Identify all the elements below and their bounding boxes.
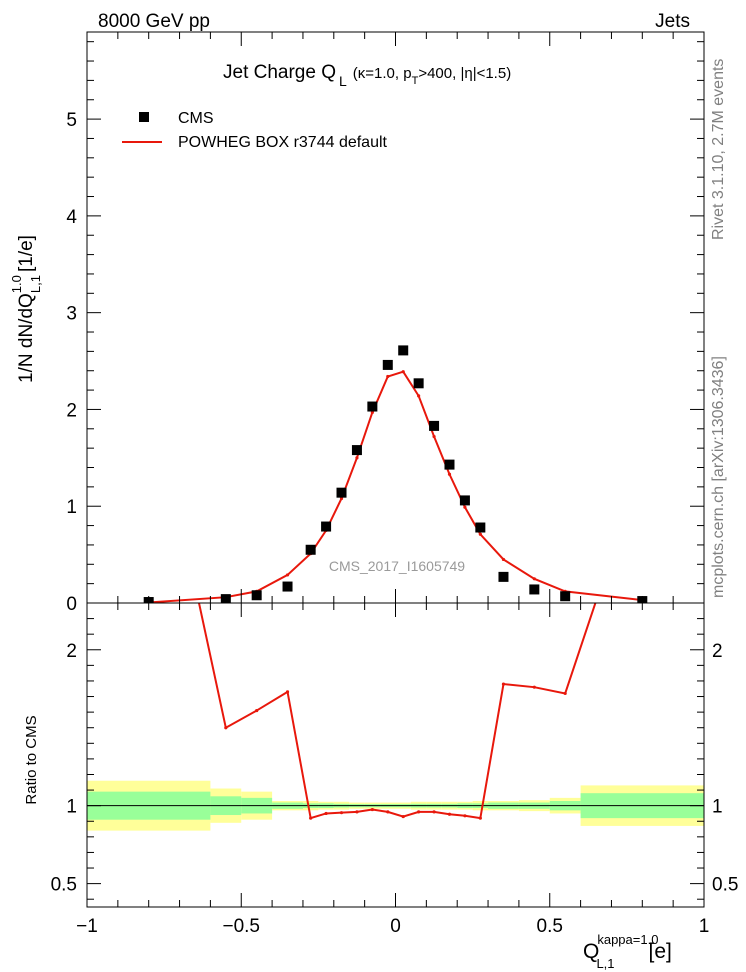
powheg-point-17 <box>532 577 536 581</box>
legend: CMS POWHEG BOX r3744 default <box>122 110 388 151</box>
ratio-point-17 <box>532 685 536 689</box>
ratio-point-5 <box>324 811 328 816</box>
main-ytick-label-2: 2 <box>66 400 77 421</box>
ratio-point-10 <box>401 814 405 819</box>
powheg-point-11 <box>417 394 421 398</box>
xtick-label-3: 0.5 <box>537 916 563 937</box>
cms-point-2 <box>251 590 262 601</box>
ratio-point-19 <box>641 461 644 464</box>
cms-point-13 <box>444 459 455 470</box>
ratio-point-3 <box>285 690 290 694</box>
powheg-point-3 <box>285 573 290 577</box>
rivet-version-label: Rivet 3.1.10, 2.7M events <box>710 59 727 240</box>
cms-point-12 <box>429 420 440 431</box>
category-label: Jets <box>655 11 690 32</box>
powheg-point-6 <box>339 496 344 501</box>
cms-point-3 <box>282 581 293 592</box>
ratio-point-12 <box>432 810 436 814</box>
ratio-ytick-label-right-2: 2 <box>712 641 723 662</box>
cms-point-18 <box>560 591 571 602</box>
cms-point-11 <box>413 378 424 389</box>
ratio-y-axis-title: Ratio to CMS <box>23 715 40 804</box>
powheg-point-14 <box>463 505 467 509</box>
ratio-ytick-label-left-1: 1 <box>66 797 77 818</box>
ratio-point-11 <box>417 810 421 814</box>
powheg-point-12 <box>432 434 436 439</box>
legend-label-powheg: POWHEG BOX r3744 default <box>178 134 388 151</box>
ratio-point-18 <box>563 691 567 696</box>
ratio-point-9 <box>386 810 390 814</box>
powheg-point-13 <box>447 472 452 476</box>
legend-marker-cms <box>139 112 149 122</box>
ratio-point-0 <box>147 368 150 371</box>
x-axis-title: Qkappa=1.0 L,1[e] <box>583 932 672 971</box>
energy-label: 8000 GeV pp <box>98 11 210 32</box>
ratio-point-7 <box>355 810 359 814</box>
ratio-point-4 <box>309 816 313 820</box>
ratio-panel-marks <box>147 368 644 820</box>
cms-point-6 <box>336 487 347 498</box>
cms-point-16 <box>498 571 509 582</box>
xtick-label-0: −1 <box>76 916 98 937</box>
ratio-ytick-label-left-2: 2 <box>66 641 77 662</box>
ratio-powheg-line <box>197 603 597 820</box>
ratio-ytick-label-right-1: 1 <box>712 797 723 818</box>
cms-point-17 <box>529 584 540 595</box>
main-ytick-label-0: 0 <box>66 594 77 615</box>
cms-point-14 <box>459 495 470 506</box>
main-y-axis-title: 1/N dN/dQ1.0 L,1[1/e] <box>9 235 43 383</box>
ratio-ytick-label-right-0: 0.5 <box>712 875 738 896</box>
powheg-point-9 <box>386 374 390 379</box>
legend-label-cms: CMS <box>178 110 214 127</box>
powheg-point-8 <box>370 410 374 414</box>
cms-point-4 <box>305 544 316 555</box>
main-ytick-label-5: 5 <box>66 110 77 131</box>
ratio-point-14 <box>463 814 467 818</box>
main-ytick-label-4: 4 <box>66 207 77 228</box>
ratio-point-13 <box>447 812 452 816</box>
main-ytick-label-3: 3 <box>66 304 77 325</box>
powheg-point-15 <box>478 532 482 536</box>
xtick-label-1: −0.5 <box>222 916 260 937</box>
xtick-label-4: 1 <box>699 916 710 937</box>
ratio-point-1 <box>224 726 228 730</box>
main-ytick-label-1: 1 <box>66 497 77 518</box>
ratio-panel-frame <box>86 602 705 908</box>
cms-point-1 <box>220 594 231 603</box>
cms-point-8 <box>367 401 378 412</box>
powheg-point-10 <box>401 370 405 374</box>
analysis-label: CMS_2017_I1605749 <box>329 558 465 574</box>
powheg-point-16 <box>501 557 506 562</box>
cms-point-7 <box>351 445 362 456</box>
ratio-point-6 <box>339 811 344 815</box>
powheg-point-7 <box>355 456 359 460</box>
xtick-label-2: 0 <box>390 916 401 937</box>
cms-point-15 <box>475 522 486 533</box>
ratio-ytick-label-left-0: 0.5 <box>51 875 77 896</box>
main-panel-marks <box>143 345 648 603</box>
chart-title: Jet Charge Q L (κ=1.0, pT>400, |η|<1.5) <box>223 62 511 89</box>
ratio-point-2 <box>255 708 259 713</box>
powheg-line <box>148 370 643 603</box>
cms-point-9 <box>382 359 393 370</box>
ratio-point-15 <box>478 816 482 820</box>
ratio-point-8 <box>370 807 374 812</box>
cms-point-10 <box>398 345 409 356</box>
source-label: mcplots.cern.ch [arXiv:1306.3436] <box>710 356 727 598</box>
cms-point-5 <box>321 521 332 532</box>
ratio-point-16 <box>501 682 506 686</box>
